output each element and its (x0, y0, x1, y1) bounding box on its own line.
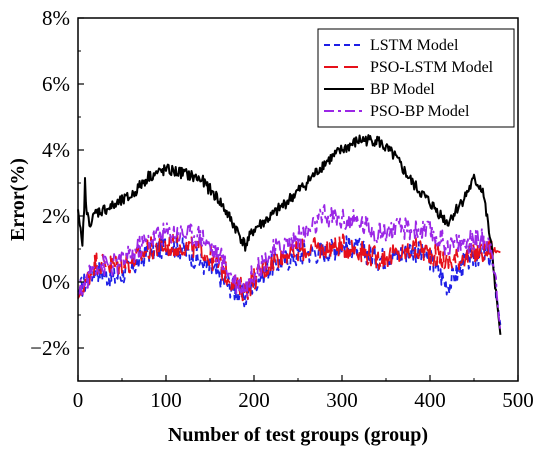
legend-label-3: BP Model (370, 81, 435, 98)
x-tick-label: 0 (73, 388, 84, 412)
x-tick-label: 200 (238, 388, 270, 412)
x-tick-label: 400 (414, 388, 446, 412)
x-tick-label: 500 (502, 388, 534, 412)
y-tick-label: 0% (42, 270, 70, 294)
x-tick-label: 100 (150, 388, 182, 412)
legend-label-4: PSO-BP Model (370, 103, 470, 120)
series-line-1 (77, 235, 502, 326)
y-tick-label: 4% (42, 138, 70, 162)
y-tick-label: 6% (42, 72, 70, 96)
y-tick-label: −2% (30, 336, 70, 360)
y-tick-label: 8% (42, 6, 70, 30)
series-line-4 (77, 204, 502, 332)
x-axis-title: Number of test groups (group) (168, 424, 428, 446)
legend-label-2: PSO-LSTM Model (370, 59, 494, 76)
legend-label-1: LSTM Model (370, 37, 459, 54)
y-tick-label: 2% (42, 204, 70, 228)
series-line-2 (77, 233, 501, 302)
ticks-layer: 0 100 200 300 400 500 −2% 0% 2% 4% 6% 8% (30, 6, 534, 412)
series-line-3 (77, 134, 502, 335)
y-axis-title: Error(%) (7, 158, 29, 241)
legend: LSTM Model PSO-LSTM Model BP Model PSO-BP M… (317, 28, 515, 128)
series-layer (77, 134, 502, 335)
x-tick-label: 300 (326, 388, 358, 412)
